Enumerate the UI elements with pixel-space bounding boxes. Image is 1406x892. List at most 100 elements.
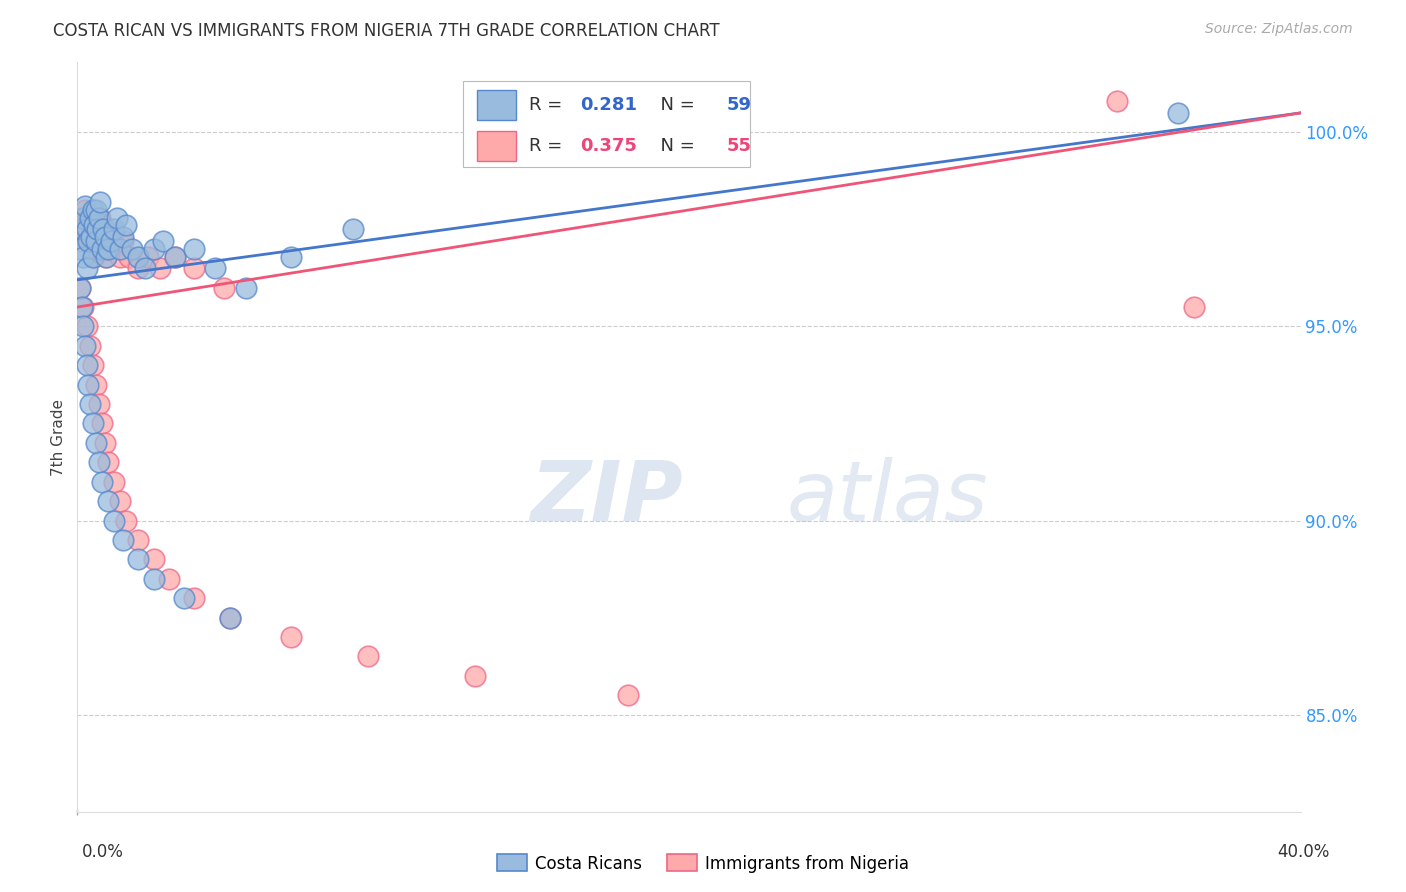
Point [127,533,149,547]
Text: COSTA RICAN VS IMMIGRANTS FROM NIGERIA 7TH GRADE CORRELATION CHART: COSTA RICAN VS IMMIGRANTS FROM NIGERIA 7… [53,22,720,40]
Point [464,669,486,683]
Point [82,222,104,236]
Point [1167,106,1189,120]
Point [82,202,104,217]
Text: Source: ZipAtlas.com: Source: ZipAtlas.com [1205,22,1353,37]
Point [76,219,98,233]
Point [79,397,101,411]
Point [212,280,235,294]
Point [91,219,114,233]
Point [83,219,105,233]
Text: 0.0%: 0.0% [82,843,124,861]
Point [617,688,640,702]
Point [82,250,104,264]
Point [357,649,380,664]
Point [76,358,98,372]
Point [115,514,138,528]
Point [87,227,110,241]
Point [127,552,149,566]
Point [1107,95,1129,109]
Point [87,397,110,411]
Text: 59: 59 [727,96,752,114]
Text: 0.281: 0.281 [581,96,637,114]
Point [77,230,100,244]
Point [165,250,187,264]
FancyBboxPatch shape [477,90,516,120]
Point [72,222,94,236]
Point [79,211,101,225]
Point [173,591,195,606]
Point [72,300,94,314]
Point [70,300,93,314]
Text: R =: R = [529,96,568,114]
Point [103,514,125,528]
Point [69,234,91,248]
Point [89,195,111,210]
Point [73,202,96,217]
Point [91,222,114,236]
Point [80,230,103,244]
Point [87,455,110,469]
Point [280,630,302,644]
Point [97,242,120,256]
Point [183,591,205,606]
Point [82,358,104,372]
Point [77,377,100,392]
Point [76,319,98,334]
Text: R =: R = [529,137,568,155]
Point [83,250,105,264]
Point [82,417,104,431]
Point [84,202,107,217]
Point [69,242,91,256]
Point [142,572,165,586]
Point [103,222,125,236]
Text: N =: N = [648,137,700,155]
Point [105,211,128,225]
Point [165,250,187,264]
Point [84,234,107,248]
Point [84,436,107,450]
Point [134,261,156,276]
Y-axis label: 7th Grade: 7th Grade [51,399,66,475]
Point [69,280,91,294]
Legend: Costa Ricans, Immigrants from Nigeria: Costa Ricans, Immigrants from Nigeria [491,847,915,880]
Point [97,455,120,469]
Point [112,533,135,547]
Point [105,242,128,256]
Point [127,250,149,264]
Point [103,227,125,241]
Point [72,211,94,225]
Point [108,250,131,264]
Point [183,261,205,276]
Point [72,250,94,264]
Point [342,222,364,236]
Point [94,242,117,256]
Point [96,250,118,264]
Point [89,211,111,225]
FancyBboxPatch shape [477,131,516,161]
Point [100,234,122,248]
Point [108,242,131,256]
Point [108,494,131,508]
Point [280,250,302,264]
Text: 55: 55 [727,137,752,155]
Point [80,238,103,252]
Point [86,222,108,236]
Point [103,475,125,489]
Text: atlas: atlas [787,457,988,538]
Point [97,494,120,508]
Text: ZIP: ZIP [530,457,682,538]
Point [118,250,141,264]
Point [235,280,257,294]
Point [84,234,107,248]
Point [76,222,98,236]
Text: 40.0%: 40.0% [1277,843,1330,861]
Point [97,242,120,256]
Point [84,377,107,392]
Point [86,242,108,256]
FancyBboxPatch shape [463,81,751,168]
Point [90,234,112,248]
Point [219,610,242,624]
Point [115,219,138,233]
Point [152,234,174,248]
